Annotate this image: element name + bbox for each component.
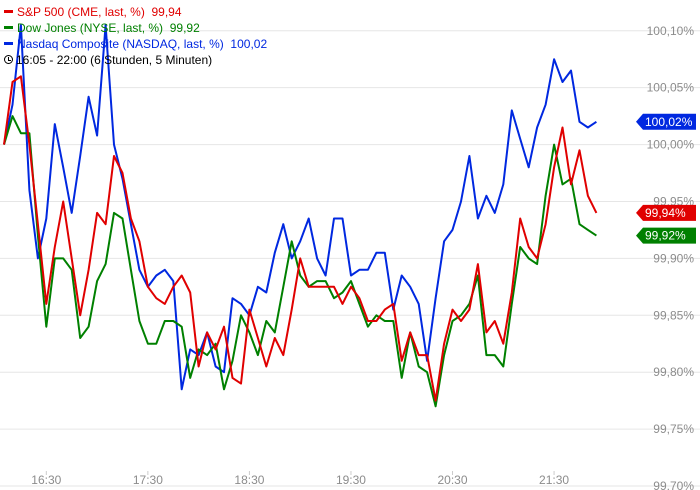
legend-swatch-dow-jones [4,26,13,30]
legend-label-sp500: S&P 500 (CME, last, %) [17,5,145,19]
x-tick-label-0: 16:30 [31,473,61,487]
last-value-badge-1 [636,204,696,221]
y-tick-label-8: 100,10% [647,24,695,38]
legend-item-sp500[interactable]: S&P 500 (CME, last, %) 99,94 [4,4,267,20]
series-line-dow-jones [3,115,597,408]
y-tick-label-7: 100,05% [647,81,695,95]
y-tick-label-6: 100,00% [647,138,695,152]
last-value-badge-2 [636,227,696,244]
x-tick-label-4: 20:30 [438,473,468,487]
legend-value-sp500: 99,94 [151,5,182,19]
y-tick-label-1: 99,75% [653,422,694,436]
y-tick-label-2: 99,80% [653,365,694,379]
legend-value-dow-jones: 99,92 [169,21,200,35]
last-value-badge-label-1: 99,94% [645,206,686,220]
last-value-badge-label-0: 100,02% [645,115,693,129]
legend-item-nasdaq[interactable]: Nasdaq Composite (NASDAQ, last, %) 100,0… [4,36,267,52]
legend-swatch-sp500 [4,10,13,14]
legend-time-range: 16:05 - 22:00 (6 Stunden, 5 Minuten) [4,52,267,68]
x-tick-label-1: 17:30 [133,473,163,487]
last-value-badge-label-2: 99,92% [645,229,686,243]
legend-item-dow-jones[interactable]: Dow Jones (NYSE, last, %) 99,92 [4,20,267,36]
y-tick-label-4: 99,90% [653,251,694,265]
legend-label-dow-jones: Dow Jones (NYSE, last, %) [17,21,164,35]
legend-swatch-nasdaq [4,42,13,46]
clock-icon [4,55,13,65]
x-tick-label-2: 18:30 [234,473,264,487]
time-range-text: 16:05 - 22:00 [16,53,87,67]
y-tick-label-3: 99,85% [653,308,694,322]
legend: S&P 500 (CME, last, %) 99,94 Dow Jones (… [4,4,267,68]
period-text: (6 Stunden, 5 Minuten) [90,53,213,67]
last-value-badge-0 [636,113,696,130]
legend-label-nasdaq: Nasdaq Composite (NASDAQ, last, %) [17,37,224,51]
x-tick-label-5: 21:30 [539,473,569,487]
y-tick-label-0: 99,70% [653,479,694,490]
legend-value-nasdaq: 100,02 [230,37,268,51]
x-tick-label-3: 19:30 [336,473,366,487]
series-line-sp500 [3,75,598,402]
series-line-nasdaq [3,24,597,391]
